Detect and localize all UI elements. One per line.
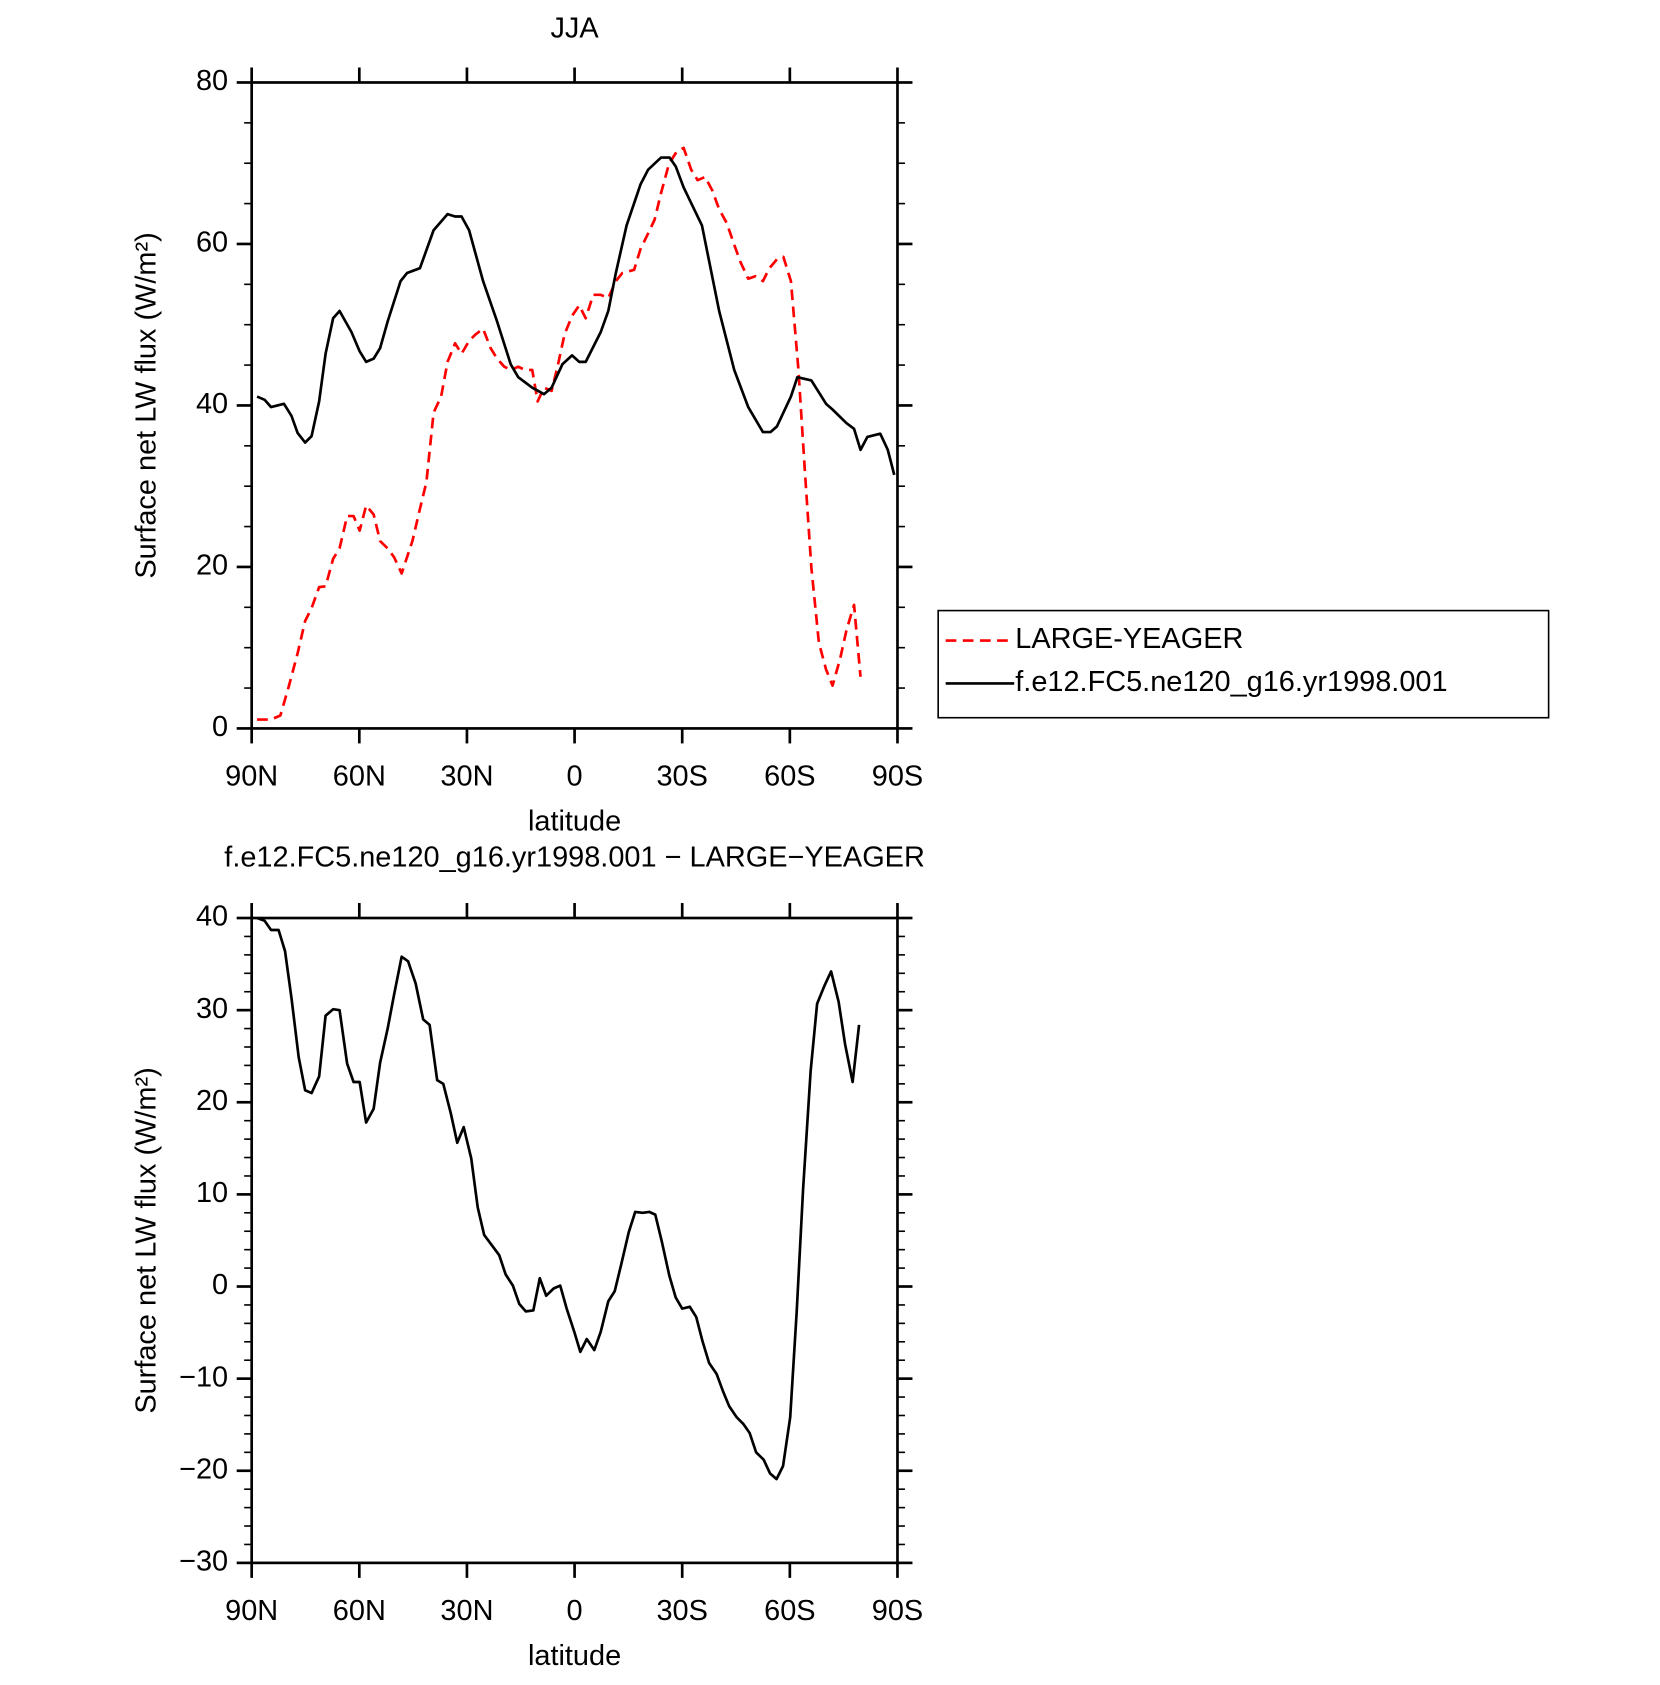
y-tick-label: −30 (179, 1546, 228, 1578)
x-axis-label: latitude (528, 1640, 621, 1672)
x-tick-label: 90S (872, 760, 923, 792)
x-axis-label: latitude (528, 805, 621, 837)
x-tick-label: 60N (333, 760, 386, 792)
y-tick-label: 80 (196, 65, 228, 97)
x-tick-label: 30N (440, 760, 493, 792)
data-line (256, 156, 896, 476)
y-axis-label: Surface net LW flux (W/m²) (130, 232, 162, 578)
x-tick-label: 30N (440, 1595, 493, 1627)
data-line (256, 916, 861, 1481)
legend-box (937, 609, 1550, 719)
chart-title: f.e12.FC5.ne120_g16.yr1998.001 − LARGE−Y… (224, 842, 925, 874)
y-tick-label: 20 (196, 550, 228, 582)
y-tick-label: 60 (196, 227, 228, 259)
data-line (257, 146, 862, 721)
y-tick-label: 0 (212, 711, 228, 743)
x-tick-label: 60N (333, 1595, 386, 1627)
chart-title: JJA (550, 13, 599, 45)
x-tick-label: 90N (225, 1595, 278, 1627)
y-tick-label: 10 (196, 1177, 228, 1209)
plot-frame (250, 81, 899, 730)
y-tick-label: 0 (212, 1269, 228, 1301)
x-tick-label: 0 (567, 760, 583, 792)
x-tick-label: 30S (656, 1595, 707, 1627)
y-tick-label: 40 (196, 901, 228, 933)
x-tick-label: 60S (764, 760, 815, 792)
legend-label: LARGE-YEAGER (1015, 623, 1243, 655)
x-tick-label: 30S (656, 760, 707, 792)
x-tick-label: 0 (567, 1595, 583, 1627)
y-tick-label: 40 (196, 388, 228, 420)
y-axis-label: Surface net LW flux (W/m²) (130, 1067, 162, 1413)
y-tick-label: 20 (196, 1085, 228, 1117)
x-tick-label: 90N (225, 760, 278, 792)
y-tick-label: −10 (179, 1361, 228, 1393)
y-tick-label: 30 (196, 993, 228, 1025)
legend-label: f.e12.FC5.ne120_g16.yr1998.001 (1015, 666, 1447, 698)
x-tick-label: 60S (764, 1595, 815, 1627)
y-tick-label: −20 (179, 1453, 228, 1485)
x-tick-label: 90S (872, 1595, 923, 1627)
